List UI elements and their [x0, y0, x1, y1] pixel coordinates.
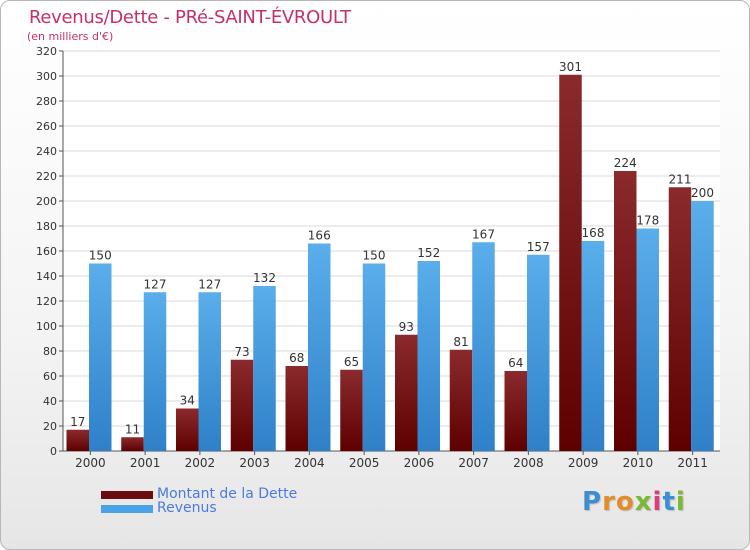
label-revenus-2002: 127 — [198, 277, 221, 291]
bar-dette-2003 — [230, 359, 254, 451]
brand-letter: i — [652, 487, 663, 517]
x-tick-label-2009: 2009 — [568, 456, 599, 470]
bar-revenus-2011 — [691, 201, 714, 451]
y-tick-label: 160 — [36, 245, 57, 258]
y-tick-label: 260 — [36, 120, 57, 133]
y-tick-label: 60 — [43, 370, 57, 383]
brand-letter: o — [615, 487, 635, 517]
label-revenus-2011: 200 — [691, 186, 714, 200]
brand-letter: i — [675, 487, 686, 517]
label-revenus-2003: 132 — [253, 271, 276, 285]
legend-label-revenus: Revenus — [157, 500, 217, 516]
chart-subtitle: (en milliers d'€) — [27, 30, 114, 43]
proxiti-logo: Proxiti — [582, 487, 686, 517]
label-dette-2011: 211 — [669, 172, 692, 186]
label-dette-2010: 224 — [614, 156, 637, 170]
y-tick-label: 300 — [36, 70, 57, 83]
x-tick-label-2008: 2008 — [513, 456, 544, 470]
x-tick-label-2002: 2002 — [185, 456, 216, 470]
legend-swatch-revenus — [101, 505, 153, 513]
bar-revenus-2000 — [89, 263, 112, 451]
label-revenus-2001: 127 — [144, 277, 167, 291]
bar-dette-2009 — [559, 74, 582, 451]
label-revenus-2007: 167 — [472, 227, 495, 241]
label-dette-2002: 34 — [180, 394, 195, 408]
brand-letter: r — [602, 487, 616, 517]
y-tick-label: 200 — [36, 195, 57, 208]
y-tick-label: 180 — [36, 220, 57, 233]
y-tick-label: 220 — [36, 170, 57, 183]
x-tick-label-2005: 2005 — [349, 456, 380, 470]
y-tick-label: 20 — [43, 420, 57, 433]
label-dette-2009: 301 — [559, 60, 582, 74]
y-tick-label: 100 — [36, 320, 57, 333]
bar-revenus-2003 — [253, 286, 276, 451]
y-tick-label: 140 — [36, 270, 57, 283]
x-tick-label-2011: 2011 — [677, 456, 708, 470]
y-tick-label: 280 — [36, 95, 57, 108]
x-tick-label-2007: 2007 — [458, 456, 489, 470]
legend-item-revenus: Revenus — [101, 500, 421, 517]
y-tick-label: 120 — [36, 295, 57, 308]
x-tick-label-2006: 2006 — [404, 456, 435, 470]
x-tick-label-2010: 2010 — [623, 456, 654, 470]
legend-item-dette: Montant de la Dette — [101, 486, 421, 503]
bar-dette-2000 — [66, 429, 89, 451]
label-dette-2007: 81 — [453, 335, 468, 349]
bar-revenus-2007 — [472, 242, 495, 451]
label-dette-2004: 68 — [289, 351, 304, 365]
bar-dette-2004 — [285, 366, 308, 451]
x-tick-label-2004: 2004 — [294, 456, 325, 470]
x-tick-label-2003: 2003 — [239, 456, 270, 470]
y-tick-label: 240 — [36, 145, 57, 158]
bar-dette-2011 — [668, 187, 692, 451]
label-revenus-2004: 166 — [308, 229, 331, 243]
label-revenus-2009: 168 — [582, 226, 605, 240]
label-revenus-2000: 150 — [89, 249, 112, 263]
brand-letter: t — [662, 487, 676, 517]
label-dette-2008: 64 — [508, 356, 523, 370]
bar-dette-2005 — [340, 369, 363, 451]
x-tick-label-2000: 2000 — [75, 456, 106, 470]
bar-revenus-2004 — [308, 243, 331, 451]
bar-dette-2002 — [176, 408, 199, 451]
label-dette-2003: 73 — [234, 345, 249, 359]
label-revenus-2008: 157 — [527, 240, 550, 254]
label-dette-2000: 17 — [70, 415, 85, 429]
y-tick-label: 0 — [50, 445, 57, 458]
label-dette-2006: 93 — [399, 320, 414, 334]
bar-revenus-2005 — [362, 263, 386, 451]
bar-dette-2007 — [449, 349, 473, 451]
legend-swatch-dette — [101, 491, 153, 499]
label-dette-2005: 65 — [344, 355, 359, 369]
bar-revenus-2009 — [581, 241, 605, 451]
label-revenus-2010: 178 — [636, 214, 659, 228]
bar-dette-2001 — [121, 437, 144, 451]
bar-dette-2006 — [395, 334, 418, 451]
bar-revenus-2008 — [527, 254, 550, 451]
legend-label-dette: Montant de la Dette — [157, 486, 298, 502]
bar-revenus-2010 — [636, 228, 659, 451]
brand-letter: x — [634, 487, 653, 517]
bar-dette-2008 — [504, 371, 527, 451]
label-revenus-2005: 150 — [363, 249, 386, 263]
bar-revenus-2006 — [417, 261, 440, 451]
chart-title: Revenus/Dette - PRé-SAINT-ÉVROULT — [29, 7, 351, 28]
bar-dette-2010 — [614, 171, 637, 451]
y-tick-label: 320 — [36, 45, 57, 58]
y-tick-label: 80 — [43, 345, 57, 358]
bar-revenus-2001 — [143, 292, 167, 451]
label-revenus-2006: 152 — [417, 246, 440, 260]
y-tick-label: 40 — [43, 395, 57, 408]
label-dette-2001: 11 — [125, 422, 140, 436]
x-tick-label-2001: 2001 — [130, 456, 161, 470]
brand-letter: P — [582, 487, 603, 517]
bar-revenus-2002 — [198, 292, 221, 451]
